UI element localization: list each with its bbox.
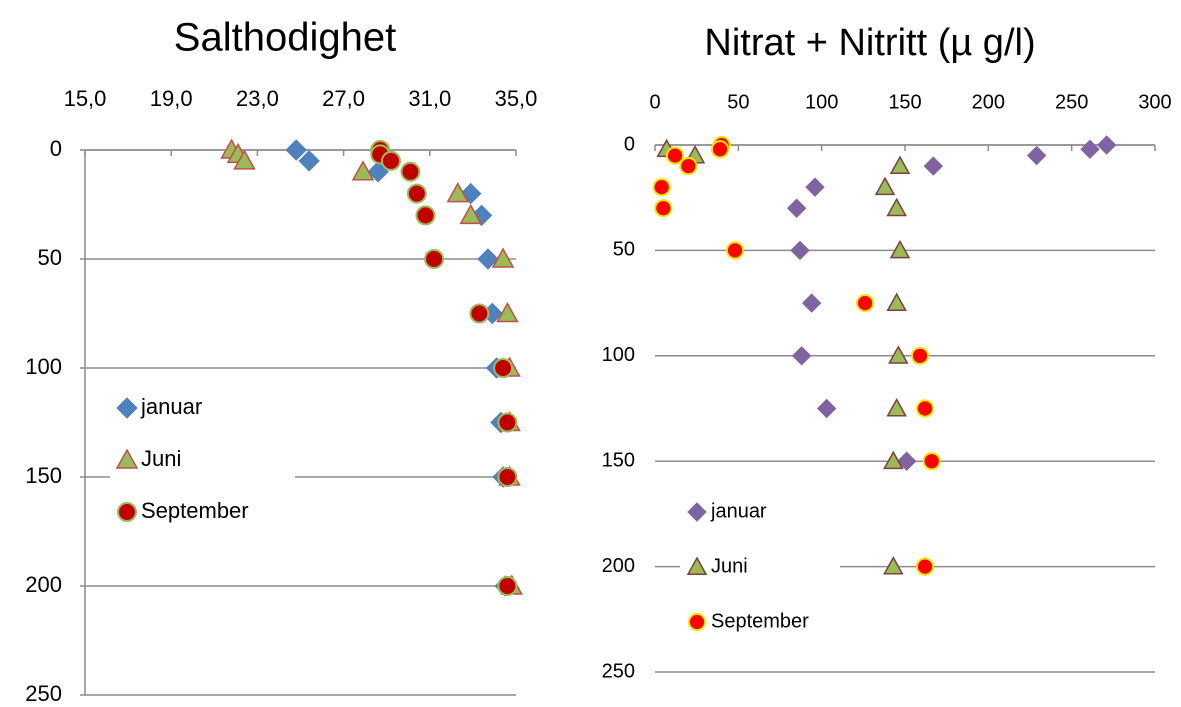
point (477, 248, 499, 270)
point (922, 452, 941, 471)
point (406, 183, 427, 204)
legend-marker (116, 397, 138, 419)
point (886, 197, 907, 217)
point (816, 398, 837, 419)
y-tick-label: 100 (25, 354, 62, 379)
point (805, 177, 825, 197)
x-tick-label: 31,0 (408, 86, 451, 111)
legend-label: September (141, 498, 249, 523)
point (298, 150, 320, 172)
y-tick-label: 250 (25, 681, 62, 706)
point (351, 160, 375, 181)
x-tick-label: 19,0 (150, 86, 193, 111)
point (874, 176, 896, 196)
legend-marker (115, 448, 139, 469)
point (801, 293, 822, 313)
point (381, 150, 402, 171)
point (654, 199, 673, 218)
point (915, 557, 935, 576)
point (910, 346, 930, 365)
x-tick-label: 0 (649, 91, 660, 113)
x-tick-label: 300 (1138, 91, 1171, 113)
y-tick-label: 50 (38, 245, 62, 270)
point (459, 203, 483, 225)
point (493, 358, 514, 378)
point (915, 399, 935, 418)
point (790, 240, 810, 261)
chart-title: Salthodighet (174, 16, 396, 60)
legend-box (110, 385, 295, 535)
x-tick-label: 23,0 (236, 86, 279, 111)
point (888, 345, 909, 364)
point (725, 241, 745, 260)
point (1026, 145, 1047, 166)
x-tick-label: 15,0 (64, 86, 107, 111)
point (424, 249, 445, 269)
point (786, 198, 807, 218)
legend-marker (687, 612, 707, 632)
y-tick-label: 0 (624, 133, 635, 155)
point (886, 397, 907, 417)
point (791, 346, 812, 366)
y-tick-label: 0 (50, 136, 62, 161)
x-tick-label: 100 (805, 91, 838, 113)
y-tick-label: 250 (602, 660, 635, 682)
y-tick-label: 200 (602, 555, 635, 577)
point (889, 155, 911, 175)
point (652, 178, 671, 197)
point (497, 412, 518, 433)
y-tick-label: 50 (613, 239, 635, 261)
point (415, 205, 436, 226)
y-tick-label: 200 (25, 572, 62, 597)
x-tick-label: 150 (888, 91, 921, 113)
point (446, 182, 470, 203)
point (400, 161, 421, 182)
point (491, 247, 515, 268)
point (1096, 135, 1117, 155)
x-tick-label: 200 (972, 91, 1005, 113)
point (710, 140, 730, 159)
legend-label: Juni (711, 555, 748, 577)
x-tick-label: 35,0 (495, 86, 538, 111)
point (679, 156, 698, 176)
x-tick-label: 27,0 (322, 86, 365, 111)
point (496, 301, 519, 323)
point (855, 294, 875, 313)
legend-marker (686, 556, 708, 575)
point (665, 146, 685, 165)
x-tick-label: 250 (1055, 91, 1088, 113)
point (233, 149, 256, 170)
point (896, 451, 917, 471)
legend-box (680, 488, 840, 638)
legend-label: Juni (141, 446, 181, 471)
legend-label: januar (710, 500, 767, 522)
chart-title: Nitrat + Nitritt (µ g/l) (704, 22, 1035, 64)
point (497, 576, 518, 596)
point (883, 450, 904, 470)
legend-label: januar (140, 394, 202, 419)
point (285, 139, 307, 161)
legend-label: September (711, 610, 809, 632)
point (883, 556, 904, 575)
point (497, 467, 518, 487)
y-tick-label: 150 (602, 449, 635, 471)
point (923, 156, 944, 176)
y-tick-label: 100 (602, 344, 635, 366)
x-tick-label: 50 (727, 91, 749, 113)
y-tick-label: 150 (25, 463, 62, 488)
point (1080, 139, 1100, 159)
point (889, 239, 911, 259)
point (886, 292, 907, 312)
point (469, 303, 490, 324)
legend-marker (687, 502, 707, 522)
legend-marker (117, 502, 137, 522)
